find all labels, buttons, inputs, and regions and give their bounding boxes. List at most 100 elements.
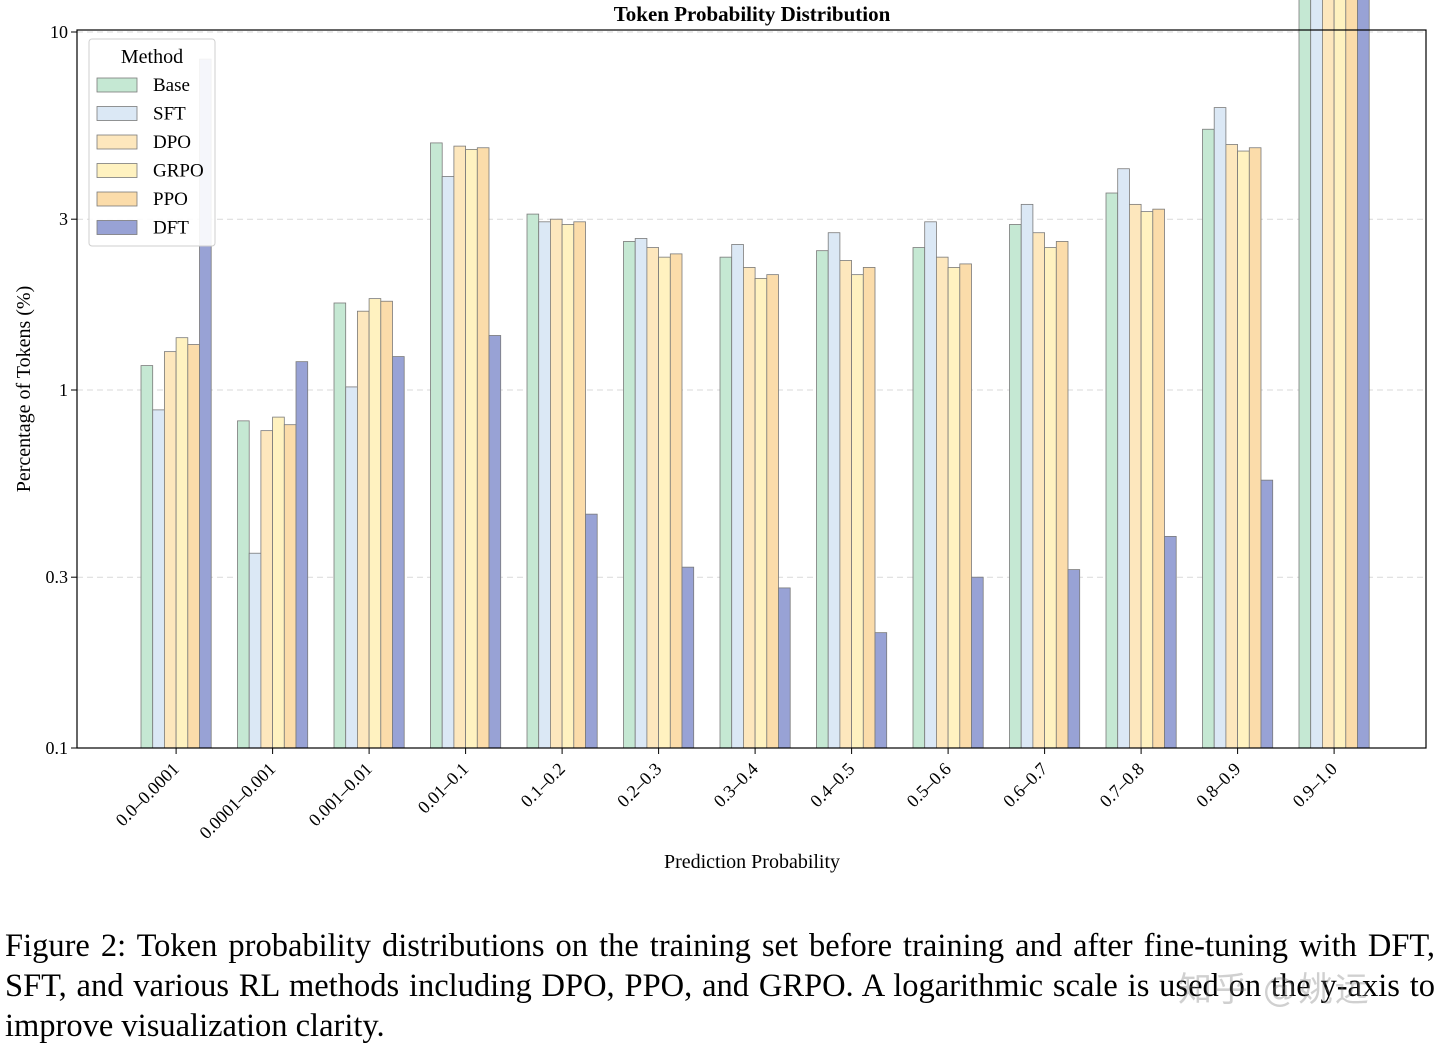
y-tick-label: 0.1 xyxy=(46,738,69,758)
legend-swatch-dpo xyxy=(96,134,138,150)
plot-frame xyxy=(76,29,1427,749)
bar-dft xyxy=(392,356,405,749)
bar-ppo xyxy=(283,424,297,749)
bar-ppo xyxy=(959,263,972,749)
x-tick-label: 0.0001–0.001 xyxy=(195,759,279,843)
bar-base xyxy=(816,250,829,749)
x-tick-label: 0.01–0.1 xyxy=(414,759,473,818)
bar-base xyxy=(140,365,154,749)
bar-dpo xyxy=(453,145,466,749)
legend-swatch-dft xyxy=(96,220,138,235)
bar-base xyxy=(333,302,347,749)
bar-grpo xyxy=(368,298,382,749)
bar-base xyxy=(1105,192,1119,749)
bar-ppo xyxy=(476,147,490,749)
bar-grpo xyxy=(465,148,478,749)
bar-grpo xyxy=(754,277,768,749)
bar-dft xyxy=(1164,535,1177,749)
bar-ppo xyxy=(573,221,586,749)
bar-base xyxy=(526,213,540,749)
legend-label-ppo: PPO xyxy=(153,189,188,210)
bar-dft xyxy=(778,587,791,749)
bar-dpo xyxy=(1225,144,1239,749)
bar-grpo xyxy=(851,274,864,749)
bar-ppo xyxy=(1055,241,1069,749)
bar-dft xyxy=(585,513,598,749)
bar-dpo xyxy=(1322,0,1335,749)
bar-dpo xyxy=(260,430,273,749)
bar-ppo xyxy=(669,253,683,749)
x-tick-label: 0.4–0.5 xyxy=(806,759,858,811)
bar-dpo xyxy=(1129,203,1142,749)
x-tick-label: 0.9–1.0 xyxy=(1289,759,1341,811)
bar-sft xyxy=(441,176,455,749)
y-axis: 0.10.3131030100 xyxy=(46,22,77,758)
bar-base xyxy=(430,142,443,749)
x-tick-label: 0.7–0.8 xyxy=(1096,759,1148,811)
bar-dpo xyxy=(550,218,563,749)
bar-dpo xyxy=(839,260,853,749)
bar-sft xyxy=(538,221,551,749)
bar-ppo xyxy=(1345,0,1358,749)
figure-caption: Figure 2: Token probability distribution… xyxy=(5,928,1435,1044)
y-axis-label: Percentage of Tokens (%) xyxy=(13,286,35,492)
bar-dpo xyxy=(1032,232,1046,749)
bar-grpo xyxy=(561,224,575,749)
legend-title: Method xyxy=(121,46,183,68)
token-probability-chart: Token Probability Distribution 0.1 0.3 1 3 1… xyxy=(13,0,1427,873)
bar-dft xyxy=(1357,0,1370,749)
chart-title: Token Probability Distribution xyxy=(614,2,891,26)
bar-grpo xyxy=(175,337,189,749)
bar-grpo xyxy=(1044,247,1057,749)
bar-dft xyxy=(874,632,888,749)
legend-swatch-sft xyxy=(96,106,138,121)
legend-label-dpo: DPO xyxy=(153,132,191,153)
bar-sft xyxy=(1213,107,1227,749)
x-axis: 0.0–0.0001 0.0001–0.001 0.001–0.01 0.01–0.1… xyxy=(112,748,1341,843)
bar-grpo xyxy=(1333,0,1347,749)
bar-grpo xyxy=(1237,150,1250,749)
bar-sft xyxy=(924,221,937,749)
legend: Method Base SFT DPO GRPO PPO DFT xyxy=(88,38,216,247)
bar-ppo xyxy=(187,344,200,749)
x-tick-label: 0.3–0.4 xyxy=(710,759,762,811)
bar-ppo xyxy=(1152,208,1165,749)
bar-dft xyxy=(1067,569,1081,749)
bar-base xyxy=(1009,224,1022,749)
bar-dft xyxy=(488,335,502,749)
y-tick-label: 0.3 xyxy=(46,567,69,587)
legend-label-base: Base xyxy=(153,75,190,96)
y-tick-label: 1 xyxy=(59,380,68,400)
bar-sft xyxy=(1117,168,1130,749)
bar-dft xyxy=(681,566,695,749)
bar-sft xyxy=(345,386,358,749)
x-tick-label: 0.0–0.0001 xyxy=(112,759,183,830)
bar-dpo xyxy=(936,256,949,749)
x-tick-label: 0.5–0.6 xyxy=(903,759,955,811)
bar-grpo xyxy=(1140,211,1154,749)
bar-dft xyxy=(971,576,984,749)
legend-label-grpo: GRPO xyxy=(153,161,204,182)
bar-ppo xyxy=(766,274,779,749)
bar-base xyxy=(719,256,733,749)
bar-sft xyxy=(634,238,648,749)
bar-dpo xyxy=(743,267,756,749)
bar-dft xyxy=(1260,479,1274,749)
bar-grpo xyxy=(658,256,671,749)
bar-sft xyxy=(731,244,744,749)
bar-base xyxy=(912,247,926,749)
x-tick-label: 0.1–0.2 xyxy=(517,759,569,811)
legend-label-sft: SFT xyxy=(153,104,186,125)
watermark: 知乎 @姚远 xyxy=(1178,970,1371,1010)
legend-swatch-grpo xyxy=(96,163,138,178)
bar-grpo xyxy=(272,416,285,749)
bar-sft xyxy=(1020,203,1034,749)
x-tick-label: 0.8–0.9 xyxy=(1192,759,1244,811)
bar-ppo xyxy=(862,267,876,749)
bar-base xyxy=(1202,128,1215,749)
bars xyxy=(140,0,1370,749)
bar-grpo xyxy=(947,267,961,749)
bar-sft xyxy=(827,232,841,749)
y-tick-label: 3 xyxy=(59,209,68,229)
legend-swatch-base xyxy=(96,77,138,93)
